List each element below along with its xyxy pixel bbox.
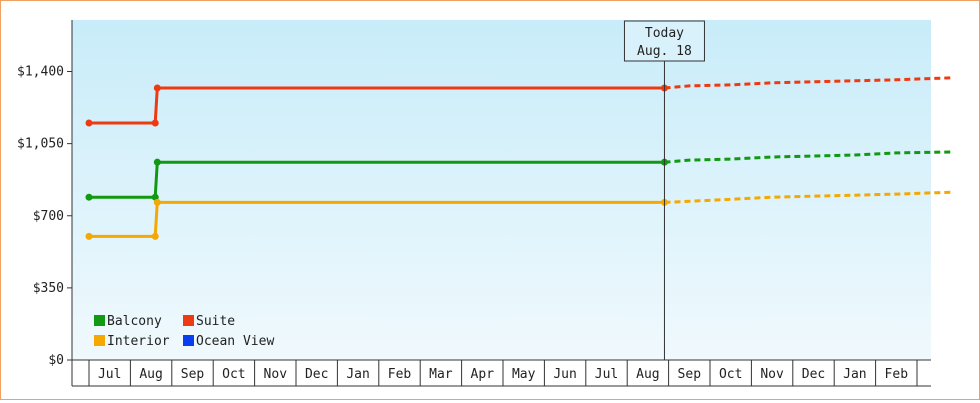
x-axis: Jul Aug Sep Oct Nov Dec Jan Feb Mar Apr May Jun Jul A…	[72, 359, 931, 387]
y-axis: $0 $350 $700 $1,050 $1,400	[17, 20, 73, 386]
legend-label: Ocean View	[196, 334, 274, 349]
y-tick-label: $0	[48, 353, 64, 368]
legend-swatch	[94, 315, 105, 326]
x-tick-label: Jul	[98, 367, 121, 382]
legend-swatch	[183, 335, 194, 346]
plot-background	[72, 20, 931, 360]
legend-swatch	[183, 315, 194, 326]
legend-swatch	[94, 335, 105, 346]
x-tick-label: Jan	[843, 367, 866, 382]
legend-label: Interior	[107, 334, 170, 349]
legend-label: Balcony	[107, 314, 162, 329]
data-point	[153, 158, 161, 166]
data-point	[153, 84, 161, 92]
series-projection-suite	[664, 76, 955, 90]
today-date: Aug. 18	[637, 44, 692, 59]
series-lines	[85, 76, 955, 240]
series-line-balcony	[89, 160, 665, 199]
data-point	[85, 232, 93, 240]
y-tick-label: $1,050	[17, 137, 64, 152]
legend-label: Suite	[196, 314, 235, 329]
x-tick-label: Dec	[305, 367, 328, 382]
legend: Balcony Suite Interior Ocean View	[94, 314, 274, 349]
data-point	[85, 119, 93, 127]
y-tick-label: $350	[33, 281, 64, 296]
x-tick-label: Feb	[388, 367, 412, 382]
x-tick-label: Aug	[636, 367, 659, 382]
data-point	[151, 232, 159, 240]
y-tick-label: $1,400	[17, 65, 64, 80]
today-marker: Today Aug. 18	[623, 20, 705, 360]
x-tick-label: Mar	[429, 367, 453, 382]
x-tick-label: Feb	[885, 367, 909, 382]
today-label-box	[623, 20, 705, 62]
x-tick-label: Aug	[139, 367, 162, 382]
data-point	[85, 193, 93, 201]
series-projection-interior	[664, 190, 955, 204]
series-line-suite	[89, 86, 665, 125]
y-tick-label: $700	[33, 209, 64, 224]
today-label: Today	[645, 26, 684, 41]
series-projection-balcony	[664, 150, 955, 164]
data-point	[151, 119, 159, 127]
data-point	[153, 198, 161, 206]
x-tick-label: May	[512, 367, 536, 382]
x-tick-label: Sep	[181, 367, 205, 382]
x-tick-label: Apr	[471, 367, 495, 382]
x-tick-label: Jan	[346, 367, 369, 382]
x-tick-label: Dec	[802, 367, 825, 382]
series-line-interior	[89, 200, 665, 238]
x-tick-label: Jun	[553, 367, 576, 382]
x-tick-label: Nov	[760, 367, 784, 382]
x-tick-label: Sep	[678, 367, 702, 382]
x-tick-label: Oct	[719, 367, 742, 382]
x-tick-label: Oct	[222, 367, 245, 382]
x-tick-label: Jul	[595, 367, 618, 382]
x-tick-label: Nov	[264, 367, 288, 382]
